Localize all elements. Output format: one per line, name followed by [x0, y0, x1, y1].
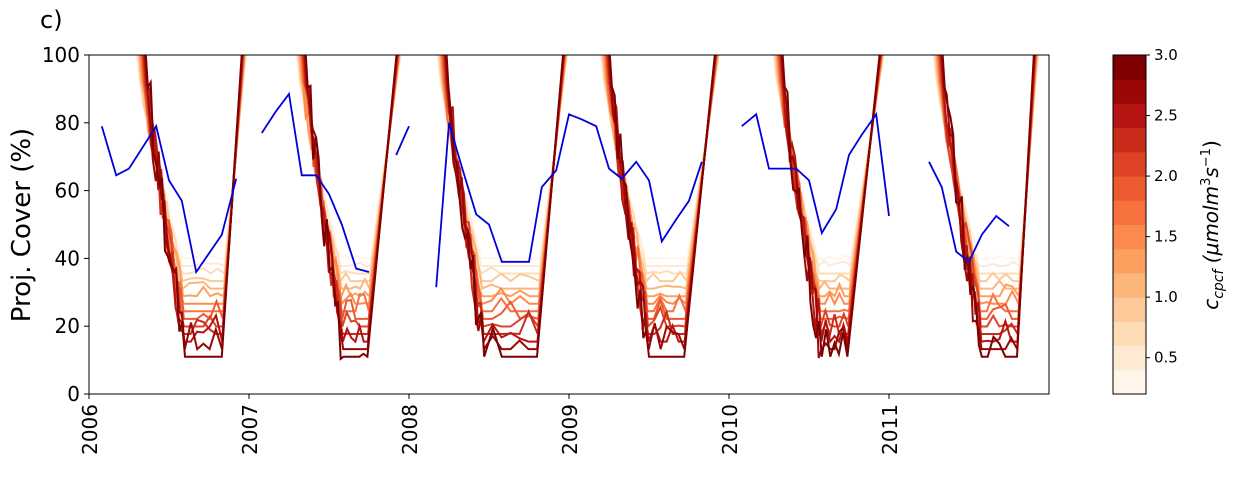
- x-tick-label: 2007: [238, 404, 262, 455]
- y-tick-label: 80: [55, 111, 80, 135]
- simulated-line-level-14-season-2: [304, 55, 398, 361]
- observed-line-segment-5: [741, 111, 890, 236]
- y-tick-label: 100: [42, 43, 80, 67]
- x-tick-label: 2009: [558, 404, 582, 455]
- y-tick-label: 40: [55, 246, 80, 270]
- simulated-line-level-14-season-6: [941, 55, 1035, 358]
- colorbar-band: [1113, 79, 1146, 104]
- observed-line-segment-2: [261, 91, 370, 273]
- plot-frame: [88, 54, 1050, 395]
- colorbar-band: [1113, 200, 1146, 225]
- simulated-line-level-14-season-3: [445, 55, 565, 358]
- colorbar-band: [1113, 321, 1146, 347]
- observed-line-segment-1: [100, 123, 238, 275]
- x-axis: 2006 2007 2008 2009 2010 2011: [78, 394, 902, 455]
- colorbar-tick-label: 1.5: [1154, 228, 1178, 246]
- colorbar-band: [1113, 224, 1146, 250]
- simulated-line-level-14-season-5: [781, 55, 881, 358]
- colorbar-band: [1113, 369, 1146, 395]
- colorbar-tick-label: 0.5: [1154, 349, 1178, 367]
- colorbar-tick-label: 2.0: [1154, 167, 1178, 185]
- y-tick-label: 20: [55, 314, 80, 338]
- colorbar-band: [1113, 103, 1146, 129]
- observed-line-segment-4: [435, 113, 703, 288]
- colorbar-tick-label: 1.0: [1154, 288, 1178, 306]
- y-tick-label: 0: [67, 382, 80, 406]
- y-axis: 0 20 40 60 80 100: [42, 43, 89, 406]
- colorbar-band: [1113, 345, 1146, 371]
- simulated-line-level-11-season-5: [779, 55, 882, 338]
- simulated-series-group: [135, 55, 1040, 361]
- x-tick-label: 2006: [78, 404, 102, 455]
- simulated-line-level-10-season-6: [938, 55, 1037, 328]
- colorbar-band: [1113, 151, 1146, 177]
- colorbar-label: ccpcf (μmolm3s−1): [1199, 140, 1227, 310]
- colorbar-frame: [1112, 54, 1147, 395]
- simulated-line-level-6-season-4: [603, 55, 719, 298]
- observed-series-group: [100, 91, 1010, 288]
- x-tick-label: 2010: [718, 404, 742, 455]
- colorbar-band: [1113, 55, 1146, 80]
- simulated-line-level-14-season-4: [608, 55, 716, 358]
- y-tick-label: 60: [55, 179, 80, 203]
- observed-line-segment-3: [395, 125, 410, 156]
- colorbar-band: [1113, 248, 1146, 274]
- x-tick-label: 2011: [878, 404, 902, 455]
- colorbar-tick-label: 2.5: [1154, 107, 1178, 125]
- colorbar-tick-label: 3.0: [1154, 46, 1178, 64]
- observed-line-segment-6: [928, 161, 1010, 264]
- simulated-line-level-13-season-1: [144, 55, 244, 351]
- simulated-line-level-14-season-1: [144, 55, 243, 358]
- colorbar: 0.5 1.0 1.5 2.0 2.5 3.0: [1112, 46, 1178, 395]
- x-tick-label: 2008: [398, 404, 422, 455]
- colorbar-band: [1113, 127, 1146, 153]
- colorbar-band: [1113, 176, 1146, 201]
- colorbar-band: [1113, 272, 1146, 298]
- colorbar-band: [1113, 297, 1146, 322]
- y-axis-label: Proj. Cover (%): [7, 128, 37, 322]
- panel-label: c): [40, 6, 63, 34]
